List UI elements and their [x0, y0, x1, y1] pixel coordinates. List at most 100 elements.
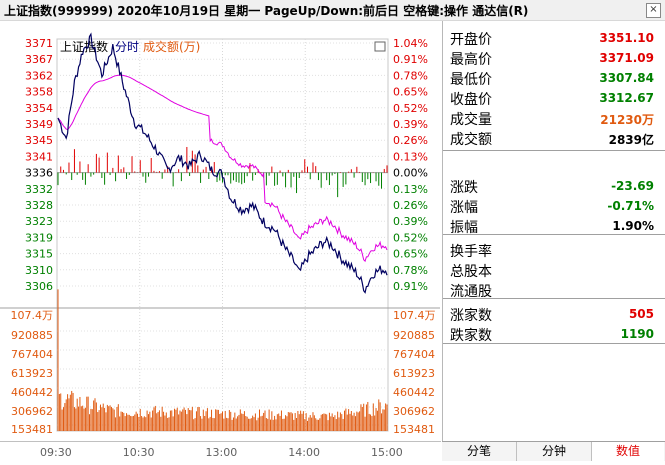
volume-axis-label-right: 153481: [393, 423, 435, 436]
volume-axis-label-right: 306962: [393, 405, 435, 418]
percent-axis-label: 0.00%: [393, 167, 428, 180]
window-title: 上证指数(999999) 2020年10月19日 星期一 PageUp/Down…: [4, 4, 529, 18]
panel-divider: [443, 343, 665, 344]
average-price-line: [57, 74, 388, 263]
price-axis-label: 3341: [25, 150, 53, 163]
percent-axis-label: 0.91%: [393, 53, 428, 66]
time-axis-label: 10:30: [123, 446, 155, 459]
percent-axis-label: 0.26%: [393, 199, 428, 212]
title-bar: 上证指数(999999) 2020年10月19日 星期一 PageUp/Down…: [0, 0, 665, 21]
legend-symbol: 上证指数: [60, 39, 108, 54]
bottom-tabs: 分笔 分钟 数值: [442, 441, 665, 461]
panel-row-label: 成交额: [450, 132, 492, 148]
panel-row: 涨跌 -23.69: [443, 177, 662, 197]
panel-divider: [443, 298, 665, 299]
percent-axis-label: 0.13%: [393, 150, 428, 163]
panel-divider: [443, 234, 665, 235]
volume-axis-label: 460442: [11, 386, 53, 399]
panel-row-label: 开盘价: [450, 32, 492, 48]
panel-row-label: 换手率: [450, 244, 492, 260]
price-axis-label: 3371: [25, 37, 53, 50]
panel-row-label: 涨跌: [450, 180, 478, 196]
panel-row: 开盘价 3351.10: [443, 29, 662, 49]
volume-axis-label-right: 460442: [393, 386, 435, 399]
price-axis-label: 3358: [25, 86, 53, 99]
price-axis-label: 3332: [25, 183, 53, 196]
panel-row: 涨家数 505: [443, 305, 662, 325]
quote-panel: 开盘价 3351.10 最高价 3371.09 最低价 3307.84 收盘价 3312.67…: [442, 21, 665, 441]
chart-svg: 3371 1.04% 3367 0.91% 3362 0.78% 3358 0.65% 3354…: [0, 32, 440, 436]
volume-axis-label-right: 613923: [393, 367, 435, 380]
volume-axis-label: 920885: [11, 329, 53, 342]
panel-row: 最低价 3307.84: [443, 69, 662, 89]
percent-axis-label: 0.65%: [393, 86, 428, 99]
price-axis-label: 3315: [25, 248, 53, 261]
time-axis-label: 13:00: [206, 446, 238, 459]
volume-axis-label: 306962: [11, 405, 53, 418]
percent-axis-label: 0.13%: [393, 183, 428, 196]
price-axis-label: 3345: [25, 134, 53, 147]
panel-row-label: 成交量: [450, 112, 492, 128]
panel-row: 成交量 21230万: [443, 109, 662, 129]
tab-minutes[interactable]: 分钟: [517, 442, 592, 461]
panel-row: 流通股: [443, 281, 662, 301]
panel-row: 涨幅 -0.71%: [443, 197, 662, 217]
volume-axis-label: 767404: [11, 348, 53, 361]
time-axis-label: 14:00: [288, 446, 320, 459]
panel-row-value: 3307.84: [599, 71, 654, 85]
intraday-chart[interactable]: 3371 1.04% 3367 0.91% 3362 0.78% 3358 0.65% 3354…: [0, 21, 440, 441]
time-axis-label: 15:00: [371, 446, 403, 459]
volume-axis-label: 153481: [11, 423, 53, 436]
volume-axis-label-right: 107.4万: [393, 309, 436, 322]
price-axis-label: 3306: [25, 280, 53, 293]
percent-axis-label: 0.65%: [393, 248, 428, 261]
volume-axis-label-right: 920885: [393, 329, 435, 342]
price-axis-label: 3367: [25, 53, 53, 66]
legend-indicator: 成交额(万): [143, 39, 200, 54]
panel-row-label: 振幅: [450, 220, 478, 236]
price-axis-label: 3328: [25, 199, 53, 212]
panel-row-label: 总股本: [450, 264, 492, 280]
panel-row-value: 1.90%: [612, 219, 654, 233]
price-axis-label: 3336: [25, 167, 53, 180]
percent-axis-label: 0.52%: [393, 102, 428, 115]
panel-row: 成交额 2839亿: [443, 129, 662, 149]
panel-row-value: 1190: [620, 327, 654, 341]
price-axis-label: 3362: [25, 69, 53, 82]
panel-row: 收盘价 3312.67: [443, 89, 662, 109]
percent-axis-label: 0.91%: [393, 280, 428, 293]
tab-values[interactable]: 数值: [592, 442, 664, 461]
panel-row: 换手率: [443, 241, 662, 261]
panel-row: 跌家数 1190: [443, 325, 662, 345]
tab-ticks[interactable]: 分笔: [442, 442, 517, 461]
panel-row-label: 涨家数: [450, 308, 492, 324]
percent-axis-label: 0.78%: [393, 69, 428, 82]
legend-mode: 分时: [115, 40, 139, 54]
volume-axis-label-right: 767404: [393, 348, 435, 361]
panel-row-label: 涨幅: [450, 200, 478, 216]
panel-row-label: 最高价: [450, 52, 492, 68]
percent-axis-label: 0.39%: [393, 215, 428, 228]
percent-axis-label: 0.52%: [393, 231, 428, 244]
panel-row-value: 505: [628, 307, 654, 321]
panel-row-value: 3371.09: [599, 51, 654, 65]
percent-axis-label: 0.78%: [393, 264, 428, 277]
panel-row: 振幅 1.90%: [443, 217, 662, 237]
panel-row: 最高价 3371.09: [443, 49, 662, 69]
price-axis-label: 3319: [25, 231, 53, 244]
percent-axis-label: 1.04%: [393, 37, 428, 50]
price-axis-label: 3323: [25, 215, 53, 228]
volume-axis-label: 107.4万: [11, 309, 54, 322]
panel-row-value: 2839亿: [608, 133, 654, 147]
percent-axis-label: 0.26%: [393, 134, 428, 147]
price-axis-label: 3310: [25, 264, 53, 277]
panel-row-label: 跌家数: [450, 328, 492, 344]
close-box-icon[interactable]: ×: [646, 3, 661, 18]
volume-axis-label: 613923: [11, 367, 53, 380]
panel-row-value: 3312.67: [599, 91, 654, 105]
time-axis-svg: 09:30 10:30 13:00 14:00 15:00: [40, 446, 403, 459]
panel-row-value: 21230万: [600, 113, 654, 127]
panel-row-label: 最低价: [450, 72, 492, 88]
panel-row-value: -23.69: [611, 179, 654, 193]
panel-row-label: 收盘价: [450, 92, 492, 108]
